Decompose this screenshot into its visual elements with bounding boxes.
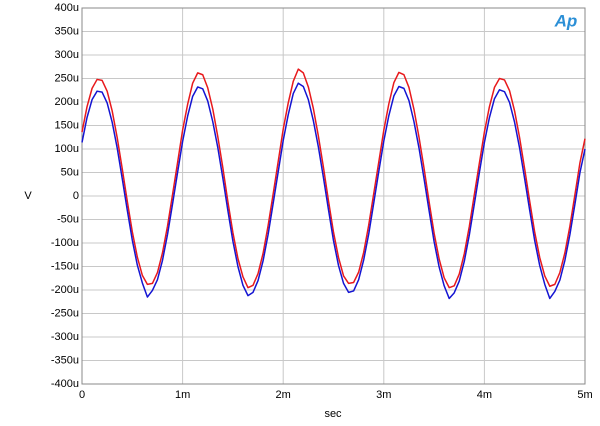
- x-axis-label: sec: [324, 408, 342, 420]
- y-tick-label: -350u: [51, 354, 79, 366]
- y-tick-label: 400u: [55, 2, 79, 14]
- y-tick-label: 0: [73, 190, 79, 202]
- y-axis-label: V: [24, 190, 32, 202]
- x-tick-label: 5m: [577, 389, 592, 401]
- y-tick-label: 150u: [55, 119, 79, 131]
- plot-frame: [81, 7, 586, 385]
- y-tick-label: -150u: [51, 260, 79, 272]
- y-tick-label: 200u: [55, 96, 79, 108]
- series-line: [81, 82, 586, 300]
- y-tick-label: -400u: [51, 378, 79, 390]
- y-tick-label: -100u: [51, 237, 79, 249]
- y-tick-label: 50u: [61, 166, 79, 178]
- y-tick-label: 300u: [55, 49, 79, 61]
- x-tick-label: 0: [79, 389, 85, 401]
- y-tick-label: 100u: [55, 143, 79, 155]
- series-line: [81, 68, 586, 289]
- x-tick-label: 2m: [276, 389, 291, 401]
- x-tick-label: 1m: [175, 389, 190, 401]
- y-tick-label: 250u: [55, 72, 79, 84]
- x-tick-label: 4m: [477, 389, 492, 401]
- y-tick-label: 350u: [55, 25, 79, 37]
- y-tick-label: -300u: [51, 331, 79, 343]
- y-tick-label: -250u: [51, 307, 79, 319]
- y-tick-label: -200u: [51, 284, 79, 296]
- x-tick-label: 3m: [376, 389, 391, 401]
- y-tick-label: -50u: [57, 213, 79, 225]
- logo: Ap: [554, 11, 578, 30]
